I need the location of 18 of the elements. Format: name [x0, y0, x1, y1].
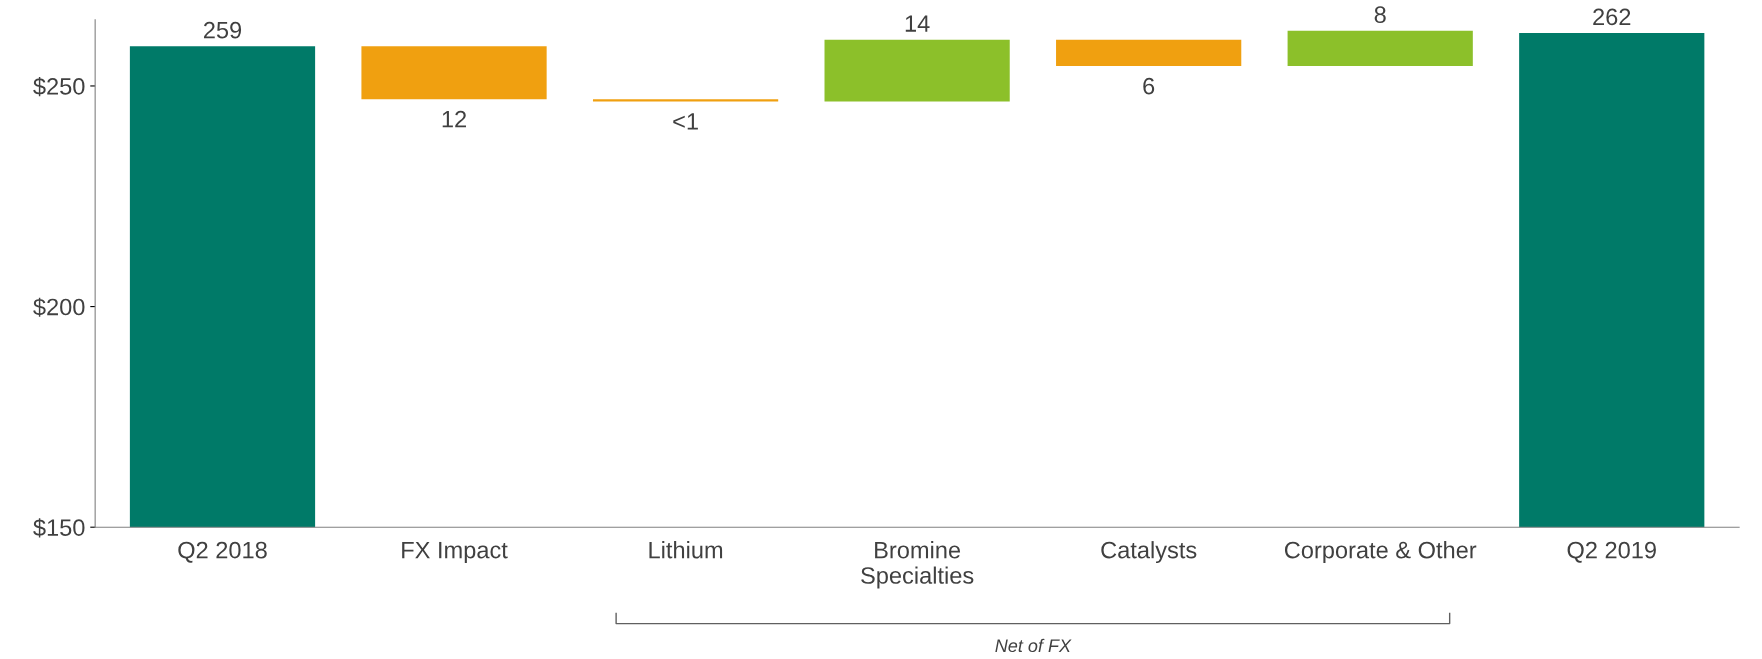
x-tick-label: Corporate & Other — [1284, 541, 1477, 564]
y-tick-label: $250 — [33, 77, 85, 97]
data-label: <1 — [673, 113, 698, 130]
text: Net of FX — [995, 638, 1072, 653]
x-tick-label: Q2 2018 — [178, 541, 267, 563]
data-label: 12 — [442, 110, 466, 128]
data-label: 6 — [1143, 77, 1155, 95]
x-tick-label: Lithium — [649, 541, 723, 559]
x-tick-label: FX Impact — [402, 541, 508, 564]
x-tick-label: Q2 2019 — [1567, 541, 1656, 563]
y-tick-label: $150 — [33, 518, 85, 538]
data-label: 14 — [905, 15, 930, 32]
data-label: 262 — [1593, 8, 1631, 26]
x-tick-label: Bromine Specialties — [861, 541, 974, 589]
data-label: 259 — [203, 21, 242, 39]
x-tick-label: Catalysts — [1101, 541, 1197, 564]
data-label: 8 — [1374, 6, 1386, 24]
y-tick-label: $200 — [33, 297, 85, 317]
